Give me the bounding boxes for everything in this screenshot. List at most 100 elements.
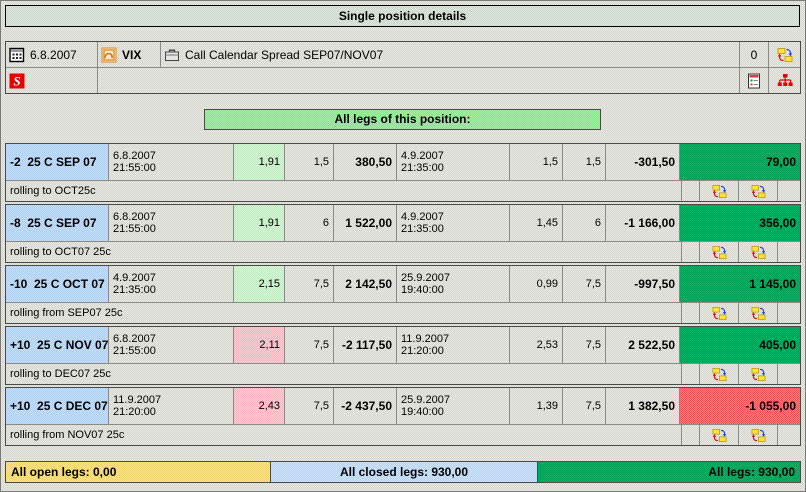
- calendar-icon: [9, 47, 25, 63]
- leg-roll-button-2[interactable]: [739, 425, 777, 445]
- leg-symbol: +10 25 C DEC 07: [6, 388, 108, 424]
- leg-sub-spacer-2: [778, 181, 800, 201]
- notes-list-icon: [746, 73, 762, 89]
- leg-sub-spacer-2: [778, 303, 800, 323]
- leg-close-price: 1,45: [510, 205, 562, 241]
- leg-row[interactable]: -8 25 C SEP 07 6.8.2007 21:55:00 1,91 6 …: [6, 205, 800, 241]
- leg-roll-cell-2: [739, 242, 777, 262]
- leg-comment: rolling from NOV07 25c: [6, 425, 681, 445]
- leg-total: 356,00: [680, 205, 800, 241]
- leg-sub-spacer-2: [778, 242, 800, 262]
- strategy-flag-cell: [6, 68, 97, 93]
- refresh-legs-cell: [769, 42, 800, 67]
- position-date-cell: 6.8.2007: [6, 42, 97, 67]
- briefcase-icon: [164, 47, 180, 63]
- leg-close-value: -997,50: [606, 266, 679, 302]
- leg-comment: rolling from SEP07 25c: [6, 303, 681, 323]
- leg-close-datetime: 25.9.2007 19:40:00: [397, 388, 509, 424]
- leg-comment-row: rolling to OCT25c: [6, 181, 800, 201]
- leg-comment: rolling to DEC07 25c: [6, 364, 681, 384]
- leg-close-value: 1 382,50: [606, 388, 679, 424]
- strategy-s-icon: [9, 73, 25, 89]
- swap-roll-icon: [777, 47, 793, 63]
- leg-sub-spacer: [682, 181, 699, 201]
- leg-row[interactable]: -2 25 C SEP 07 6.8.2007 21:55:00 1,91 1,…: [6, 144, 800, 180]
- leg-roll-button-1[interactable]: [700, 364, 738, 384]
- leg-comment-row: rolling to DEC07 25c: [6, 364, 800, 384]
- leg-roll-cell-2: [739, 425, 777, 445]
- swap-roll-icon: [751, 306, 766, 321]
- leg-sub-spacer: [682, 303, 699, 323]
- leg-comment: rolling to OCT25c: [6, 181, 681, 201]
- notes-button[interactable]: [740, 68, 768, 93]
- leg-roll-cell-1: [700, 242, 738, 262]
- leg-roll-button-1[interactable]: [700, 242, 738, 262]
- leg-close-datetime: 4.9.2007 21:35:00: [397, 144, 509, 180]
- leg-roll-cell-1: [700, 303, 738, 323]
- leg-group: -8 25 C SEP 07 6.8.2007 21:55:00 1,91 6 …: [5, 204, 801, 263]
- leg-close-price: 1,39: [510, 388, 562, 424]
- position-date: 6.8.2007: [30, 47, 77, 62]
- leg-sub-spacer-2: [778, 364, 800, 384]
- leg-row[interactable]: +10 25 C DEC 07 11.9.2007 21:20:00 2,43 …: [6, 388, 800, 424]
- leg-open-value: 2 142,50: [334, 266, 396, 302]
- header-empty-cell: [98, 68, 739, 93]
- leg-sub-spacer: [682, 425, 699, 445]
- leg-open-qty: 7,5: [285, 388, 333, 424]
- leg-open-datetime: 6.8.2007 21:55:00: [109, 144, 233, 180]
- leg-symbol: -10 25 C OCT 07: [6, 266, 108, 302]
- leg-open-price: 2,15: [234, 266, 284, 302]
- leg-total: 79,00: [680, 144, 800, 180]
- leg-group: +10 25 C DEC 07 11.9.2007 21:20:00 2,43 …: [5, 387, 801, 446]
- leg-open-qty: 6: [285, 205, 333, 241]
- leg-roll-button-1[interactable]: [700, 303, 738, 323]
- leg-group: -2 25 C SEP 07 6.8.2007 21:55:00 1,91 1,…: [5, 143, 801, 202]
- structure-cell: [769, 68, 800, 93]
- swap-roll-icon: [712, 428, 727, 443]
- swap-roll-icon: [751, 184, 766, 199]
- org-chart-icon: [777, 73, 793, 89]
- leg-open-datetime: 6.8.2007 21:55:00: [109, 205, 233, 241]
- structure-button[interactable]: [769, 68, 800, 93]
- legs-banner: All legs of this position:: [204, 109, 601, 130]
- leg-row[interactable]: -10 25 C OCT 07 4.9.2007 21:35:00 2,15 7…: [6, 266, 800, 302]
- leg-roll-button-2[interactable]: [739, 364, 777, 384]
- leg-roll-button-2[interactable]: [739, 242, 777, 262]
- leg-total: 1 145,00: [680, 266, 800, 302]
- swap-roll-icon: [751, 367, 766, 382]
- leg-roll-button-2[interactable]: [739, 181, 777, 201]
- leg-roll-button-1[interactable]: [700, 181, 738, 201]
- leg-roll-cell-1: [700, 181, 738, 201]
- leg-open-price: 1,91: [234, 205, 284, 241]
- leg-close-qty: 7,5: [563, 388, 605, 424]
- closed-legs-total: All closed legs: 930,00: [271, 462, 537, 482]
- all-legs-total: All legs: 930,00: [538, 462, 800, 482]
- leg-roll-cell-2: [739, 303, 777, 323]
- leg-open-qty: 1,5: [285, 144, 333, 180]
- leg-open-value: 380,50: [334, 144, 396, 180]
- leg-sub-spacer: [682, 364, 699, 384]
- leg-roll-button-2[interactable]: [739, 303, 777, 323]
- leg-open-value: -2 437,50: [334, 388, 396, 424]
- leg-open-datetime: 4.9.2007 21:35:00: [109, 266, 233, 302]
- symbol-icon: [101, 47, 117, 63]
- leg-group: -10 25 C OCT 07 4.9.2007 21:35:00 2,15 7…: [5, 265, 801, 324]
- leg-close-value: 2 522,50: [606, 327, 679, 363]
- leg-close-value: -301,50: [606, 144, 679, 180]
- leg-close-price: 0,99: [510, 266, 562, 302]
- swap-roll-icon: [751, 428, 766, 443]
- position-symbol: VIX: [122, 47, 142, 62]
- roll-position-button[interactable]: [769, 42, 800, 67]
- leg-close-datetime: 25.9.2007 19:40:00: [397, 266, 509, 302]
- leg-roll-button-1[interactable]: [700, 425, 738, 445]
- swap-roll-icon: [712, 184, 727, 199]
- leg-comment-row: rolling to OCT07 25c: [6, 242, 800, 262]
- leg-open-price: 2,11: [234, 327, 284, 363]
- leg-row[interactable]: +10 25 C NOV 07 6.8.2007 21:55:00 2,11 7…: [6, 327, 800, 363]
- notes-cell: [740, 68, 768, 93]
- leg-close-qty: 7,5: [563, 266, 605, 302]
- leg-open-datetime: 6.8.2007 21:55:00: [109, 327, 233, 363]
- leg-symbol: -2 25 C SEP 07: [6, 144, 108, 180]
- leg-roll-cell-1: [700, 425, 738, 445]
- leg-open-qty: 7,5: [285, 266, 333, 302]
